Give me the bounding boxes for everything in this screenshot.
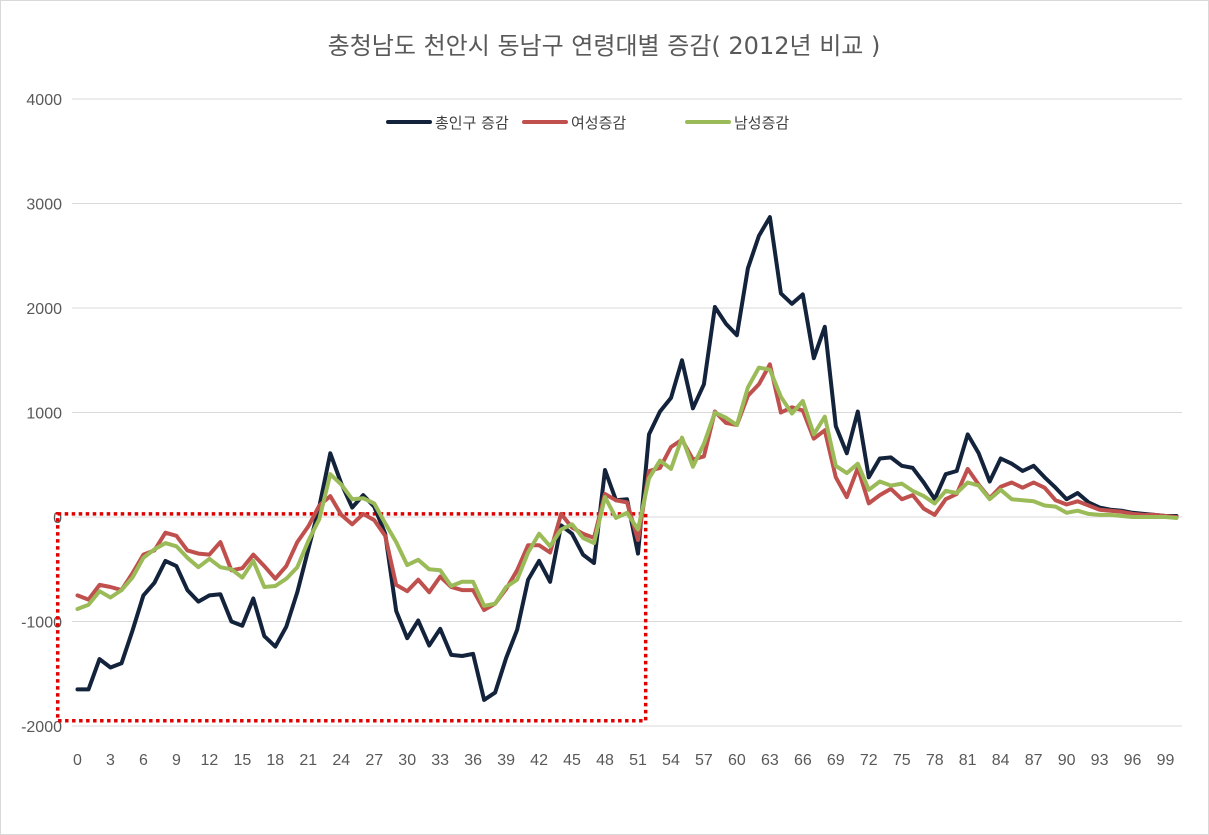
x-tick-label: 72 (860, 752, 878, 769)
x-tick-label: 69 (827, 752, 845, 769)
x-tick-label: 21 (299, 752, 317, 769)
x-tick-label: 30 (398, 752, 416, 769)
x-tick-label: 45 (563, 752, 581, 769)
y-tick-label: -1000 (21, 615, 62, 632)
x-tick-label: 15 (233, 752, 251, 769)
x-tick-label: 96 (1124, 752, 1142, 769)
x-tick-label: 93 (1091, 752, 1109, 769)
legend-label: 남성증감 (734, 114, 789, 132)
x-tick-label: 3 (106, 752, 115, 769)
x-tick-label: 63 (761, 752, 779, 769)
legend: 총인구 증감 여성증감 남성증감 (386, 114, 789, 132)
x-tick-label: 60 (728, 752, 746, 769)
legend-label: 여성증감 (571, 114, 626, 132)
y-tick-label: 4000 (26, 92, 62, 109)
x-tick-label: 24 (332, 752, 350, 769)
x-tick-label: 75 (893, 752, 911, 769)
x-tick-label: 90 (1058, 752, 1076, 769)
y-tick-label: 1000 (26, 406, 62, 423)
y-tick-label: 2000 (26, 301, 62, 318)
x-tick-label: 39 (497, 752, 515, 769)
x-tick-label: 27 (365, 752, 383, 769)
legend-label: 총인구 증감 (435, 114, 509, 132)
x-tick-label: 33 (431, 752, 449, 769)
x-tick-label: 66 (794, 752, 812, 769)
x-tick-label: 36 (464, 752, 482, 769)
x-tick-label: 87 (1025, 752, 1043, 769)
x-tick-label: 48 (596, 752, 614, 769)
x-tick-label: 81 (959, 752, 977, 769)
series-line-2 (75, 362, 1179, 612)
x-tick-label: 57 (695, 752, 713, 769)
series-lines (75, 215, 1179, 702)
series-line-3 (75, 365, 1179, 611)
x-tick-label: 9 (172, 752, 181, 769)
x-tick-label: 6 (139, 752, 148, 769)
x-tick-label: 99 (1157, 752, 1175, 769)
highlight-box-layer (55, 512, 648, 723)
x-axis-tick-labels: 0 3 6 9 12 15 18 21 24 27 30 33 36 39 42 45 48 51 54 57 60 63… (73, 752, 1174, 769)
gridlines (72, 98, 1182, 727)
x-tick-label: 18 (266, 752, 284, 769)
x-tick-label: 42 (530, 752, 548, 769)
series-line-1 (75, 215, 1179, 702)
x-tick-label: 12 (200, 752, 218, 769)
highlight-box (55, 512, 648, 723)
x-tick-label: 84 (992, 752, 1010, 769)
y-tick-label: -2000 (21, 719, 62, 736)
chart-title: 충청남도 천안시 동남구 연령대별 증감( 2012년 비교 ) (328, 32, 881, 60)
x-tick-label: 78 (926, 752, 944, 769)
x-tick-label: 51 (629, 752, 647, 769)
x-tick-label: 0 (73, 752, 82, 769)
y-tick-label: 3000 (26, 197, 62, 214)
x-tick-label: 54 (662, 752, 680, 769)
